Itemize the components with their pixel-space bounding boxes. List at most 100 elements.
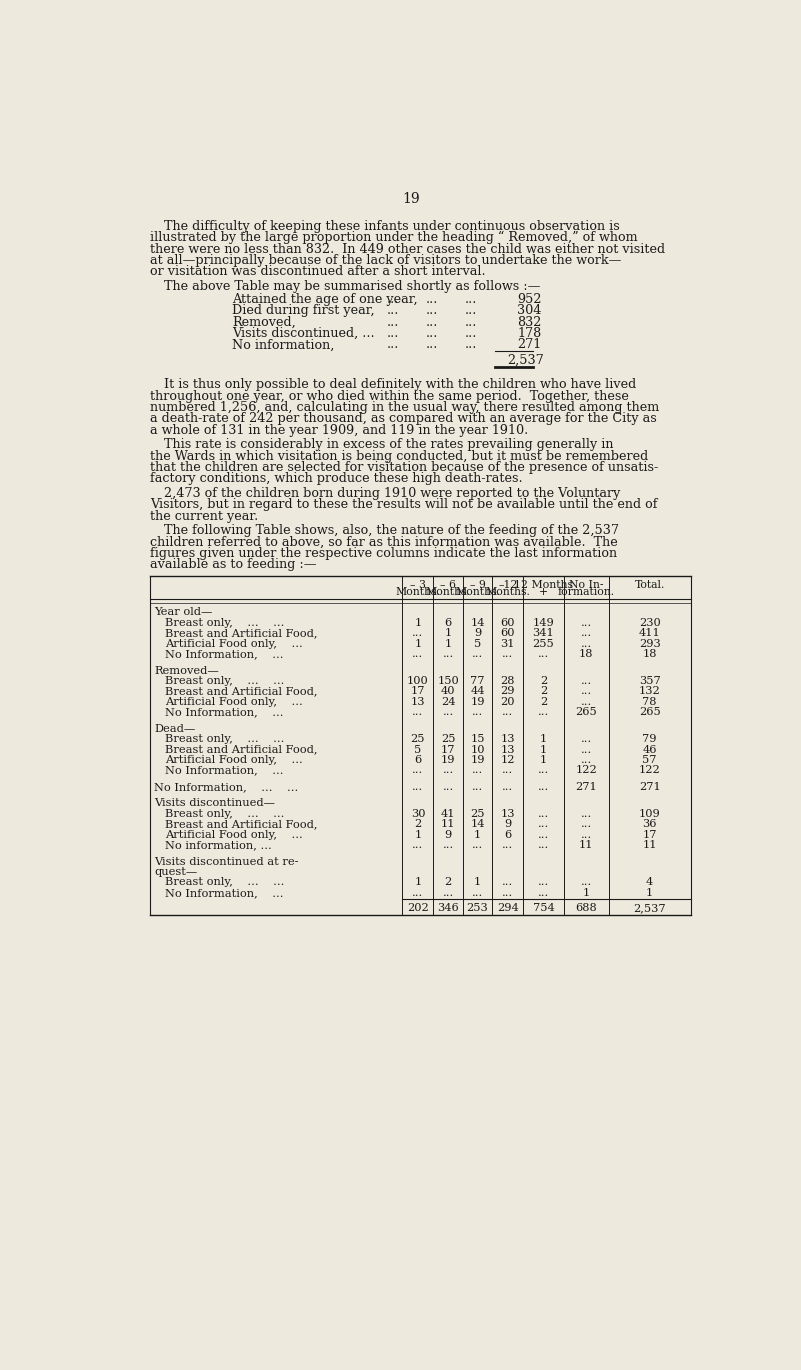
- Text: –12: –12: [498, 580, 517, 589]
- Text: ...: ...: [442, 888, 453, 897]
- Text: ...: ...: [413, 629, 424, 638]
- Text: at all—principally because of the lack of visitors to undertake the work—: at all—principally because of the lack o…: [150, 253, 621, 267]
- Text: 14: 14: [470, 618, 485, 627]
- Text: No Information,    ...: No Information, ...: [165, 707, 284, 717]
- Text: 60: 60: [501, 629, 515, 638]
- Text: ...: ...: [425, 327, 438, 340]
- Text: ...: ...: [537, 649, 549, 659]
- Text: 304: 304: [517, 304, 541, 318]
- Text: 255: 255: [533, 638, 554, 648]
- Text: 149: 149: [533, 618, 554, 627]
- Text: 411: 411: [638, 629, 661, 638]
- Text: ...: ...: [537, 840, 549, 849]
- Text: Months.: Months.: [396, 588, 441, 597]
- Text: there were no less than 832.  In 449 other cases the child was either not visite: there were no less than 832. In 449 othe…: [150, 242, 665, 256]
- Text: Months.: Months.: [455, 588, 500, 597]
- Text: numbered 1,256, and, calculating in the usual way, there resulted among them: numbered 1,256, and, calculating in the …: [150, 401, 659, 414]
- Text: Breast only,    ...    ...: Breast only, ... ...: [165, 877, 284, 888]
- Text: 1: 1: [646, 888, 654, 897]
- Text: 19: 19: [441, 755, 455, 764]
- Text: 688: 688: [575, 903, 597, 912]
- Text: 60: 60: [501, 618, 515, 627]
- Text: Artificial Food only,    ...: Artificial Food only, ...: [165, 638, 303, 648]
- Text: ...: ...: [537, 808, 549, 819]
- Text: ...: ...: [442, 840, 453, 849]
- Text: 1: 1: [474, 877, 481, 888]
- Text: Visits discontinued at re-: Visits discontinued at re-: [155, 856, 299, 867]
- Text: 17: 17: [411, 686, 425, 696]
- Text: 25: 25: [441, 734, 455, 744]
- Text: – 3: – 3: [410, 580, 426, 589]
- Text: 341: 341: [533, 629, 554, 638]
- Text: 79: 79: [642, 734, 657, 744]
- Text: ...: ...: [413, 888, 424, 897]
- Text: Dead—: Dead—: [155, 723, 195, 734]
- Text: ...: ...: [502, 766, 513, 775]
- Text: 57: 57: [642, 755, 657, 764]
- Text: 265: 265: [638, 707, 661, 717]
- Text: quest—: quest—: [155, 867, 198, 877]
- Text: No information, ...: No information, ...: [165, 840, 272, 849]
- Text: throughout one year, or who died within the same period.  Together, these: throughout one year, or who died within …: [150, 389, 629, 403]
- Text: 2,537: 2,537: [634, 903, 666, 912]
- Text: ...: ...: [442, 707, 453, 717]
- Text: 1: 1: [445, 638, 452, 648]
- Text: ...: ...: [442, 782, 453, 792]
- Text: ...: ...: [387, 327, 399, 340]
- Text: ...: ...: [425, 293, 438, 306]
- Text: ...: ...: [465, 304, 477, 318]
- Text: 78: 78: [642, 697, 657, 707]
- Text: ...: ...: [413, 707, 424, 717]
- Text: 346: 346: [437, 903, 459, 912]
- Text: 5: 5: [474, 638, 481, 648]
- Text: ...: ...: [413, 649, 424, 659]
- Text: ...: ...: [465, 293, 477, 306]
- Text: 1: 1: [414, 638, 421, 648]
- Text: 30: 30: [411, 808, 425, 819]
- Text: 1: 1: [445, 629, 452, 638]
- Text: 2: 2: [414, 819, 421, 829]
- Text: 2,537: 2,537: [507, 353, 544, 367]
- Text: or visitation was discontinued after a short interval.: or visitation was discontinued after a s…: [150, 266, 485, 278]
- Text: 271: 271: [575, 782, 597, 792]
- Text: children referred to above, so far as this information was available.  The: children referred to above, so far as th…: [150, 536, 618, 548]
- Text: Removed,: Removed,: [231, 315, 296, 329]
- Text: ...: ...: [472, 707, 483, 717]
- Text: ...: ...: [502, 888, 513, 897]
- Text: No Information,    ...: No Information, ...: [165, 649, 284, 659]
- Text: 202: 202: [407, 903, 429, 912]
- Text: 19: 19: [402, 192, 420, 206]
- Text: ...: ...: [465, 338, 477, 352]
- Text: ...: ...: [581, 629, 592, 638]
- Text: ...: ...: [537, 819, 549, 829]
- Text: 17: 17: [441, 744, 455, 755]
- Text: 77: 77: [470, 675, 485, 686]
- Text: 18: 18: [579, 649, 594, 659]
- Text: formation.: formation.: [557, 588, 614, 597]
- Text: ...: ...: [472, 840, 483, 849]
- Text: 6: 6: [504, 830, 511, 840]
- Text: 19: 19: [470, 697, 485, 707]
- Text: 13: 13: [411, 697, 425, 707]
- Text: ...: ...: [581, 686, 592, 696]
- Text: Attained the age of one year,: Attained the age of one year,: [231, 293, 417, 306]
- Text: ...: ...: [502, 707, 513, 717]
- Text: ...: ...: [537, 830, 549, 840]
- Text: ...: ...: [502, 649, 513, 659]
- Text: 122: 122: [638, 766, 661, 775]
- Text: 132: 132: [638, 686, 661, 696]
- Text: ...: ...: [387, 315, 399, 329]
- Text: Artificial Food only,    ...: Artificial Food only, ...: [165, 830, 303, 840]
- Text: Breast only,    ...    ...: Breast only, ... ...: [165, 808, 284, 819]
- Text: the current year.: the current year.: [150, 510, 258, 523]
- Text: ...: ...: [581, 618, 592, 627]
- Text: No Information,    ...: No Information, ...: [165, 888, 284, 897]
- Text: 46: 46: [642, 744, 657, 755]
- Text: Months.: Months.: [485, 588, 530, 597]
- Text: 29: 29: [501, 686, 515, 696]
- Text: ...: ...: [425, 338, 438, 352]
- Text: No information,: No information,: [231, 338, 334, 352]
- Text: ...: ...: [465, 327, 477, 340]
- Text: Breast only,    ...    ...: Breast only, ... ...: [165, 675, 284, 686]
- Text: ...: ...: [581, 808, 592, 819]
